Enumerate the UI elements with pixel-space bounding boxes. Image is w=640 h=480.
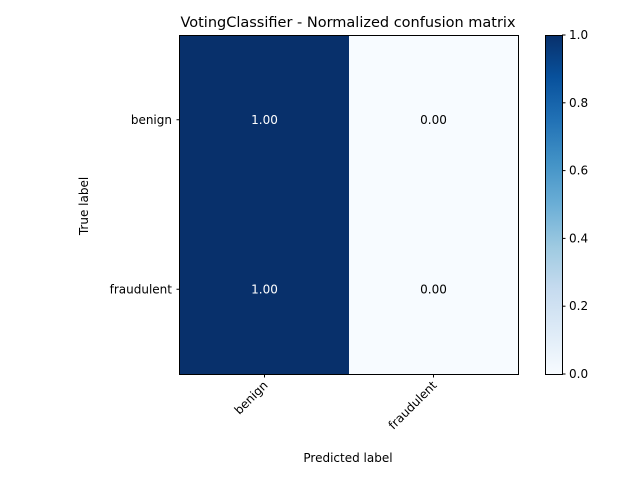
colorbar-tick-label: 0.8 [569,96,588,110]
y-tick-label: fraudulent [110,282,173,296]
cell-value-label: 0.00 [420,113,447,127]
matrix-cell [180,35,350,205]
cell-value-label: 1.00 [251,282,278,296]
y-axis-label: True label [77,177,91,236]
matrix-cell [180,204,350,375]
matrix-cells: 1.00 0.00 1.00 0.00 [180,35,519,375]
colorbar-tick-label: 0.6 [569,164,588,178]
colorbar-tick-label: 0.2 [569,299,588,313]
chart-title: VotingClassifier - Normalized confusion … [180,15,516,31]
colorbar [545,35,562,374]
x-axis-ticks: benign fraudulent [232,374,440,432]
colorbar-tick-label: 0.4 [569,231,588,245]
x-tick-label: fraudulent [386,378,440,432]
colorbar-ticks: 0.0 0.2 0.4 0.6 0.8 1.0 [562,28,588,381]
cell-value-label: 0.00 [420,282,447,296]
x-tick-label: benign [232,378,271,417]
y-tick-label: benign [131,113,172,127]
x-axis-label: Predicted label [303,451,392,465]
colorbar-frame [545,35,563,375]
y-axis-ticks: benign fraudulent [110,113,180,296]
matrix-frame [179,35,519,375]
colorbar-tick-label: 1.0 [569,28,588,42]
matrix-cell [349,204,519,375]
cell-value-label: 1.00 [251,113,278,127]
matrix-cell [349,35,519,205]
colorbar-tick-label: 0.0 [569,367,588,381]
